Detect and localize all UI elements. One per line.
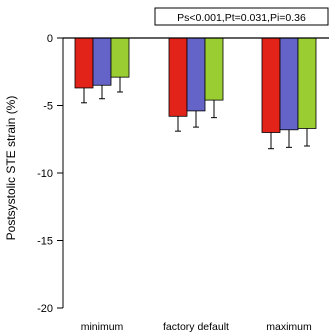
bar [110, 37, 130, 78]
x-category-label: factory default [163, 321, 229, 333]
bar [261, 37, 281, 133]
annotation-box: Ps<0.001,Pt=0.031,Pi=0.36 [154, 7, 329, 26]
y-tick-label: -10 [37, 168, 53, 180]
bar [186, 37, 206, 112]
y-tick-label: -15 [37, 236, 53, 248]
bar [92, 37, 112, 86]
y-axis-title: Postsystolic STE strain (%) [4, 96, 18, 241]
y-tick-label: -5 [43, 101, 53, 113]
bar [168, 37, 188, 117]
p-value-annotation: Ps<0.001,Pt=0.031,Pi=0.36 [177, 12, 306, 24]
bar [297, 37, 317, 129]
bar [204, 37, 224, 101]
bars-layer [74, 37, 317, 150]
y-tick-label: -20 [37, 303, 53, 315]
bar [279, 37, 299, 131]
x-category-label: maximum [266, 321, 312, 333]
bar [74, 37, 94, 89]
x-category-label: minimum [81, 321, 124, 333]
axis-layer: 0 -5 -10 -15 -20 minimum factory default maximu… [37, 33, 329, 333]
annotation-frame [154, 7, 329, 26]
y-tick-label: 0 [47, 33, 53, 45]
